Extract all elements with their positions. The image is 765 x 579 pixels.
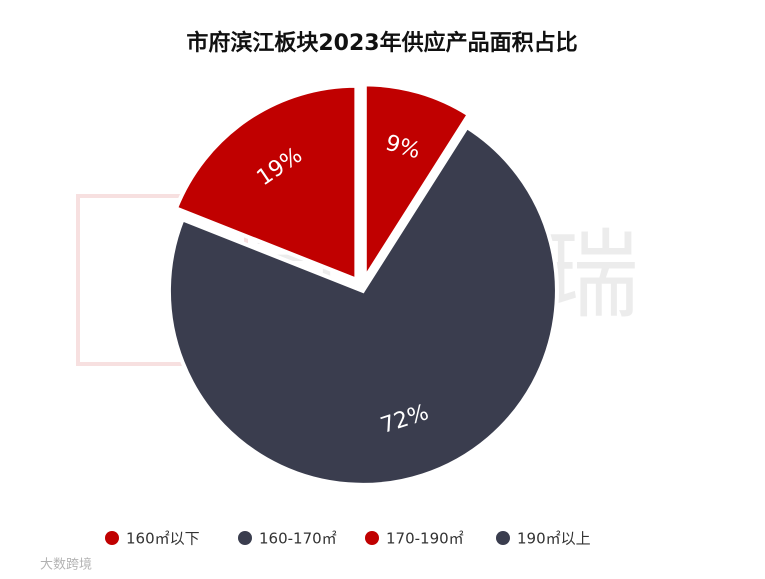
pie-slice xyxy=(362,82,472,286)
legend-label: 160㎡以下 xyxy=(126,530,200,548)
legend-swatch xyxy=(496,531,510,545)
pie: 9%72%19% xyxy=(166,82,559,487)
pie-slice xyxy=(166,124,559,487)
legend-swatch xyxy=(238,531,252,545)
legend: 160㎡以下 160-170㎡ 170-190㎡ 190㎡以上 xyxy=(105,530,591,548)
pie-slice xyxy=(173,83,359,283)
legend-label: 170-190㎡ xyxy=(386,530,464,548)
legend-swatch xyxy=(105,531,119,545)
legend-swatch xyxy=(365,531,379,545)
source-mark: 大数跨境 xyxy=(40,558,92,573)
legend-label: 160-170㎡ xyxy=(259,530,337,548)
chart-title: 市府滨江板块2023年供应产品面积占比 xyxy=(186,30,577,56)
legend-label: 190㎡以上 xyxy=(517,530,591,548)
